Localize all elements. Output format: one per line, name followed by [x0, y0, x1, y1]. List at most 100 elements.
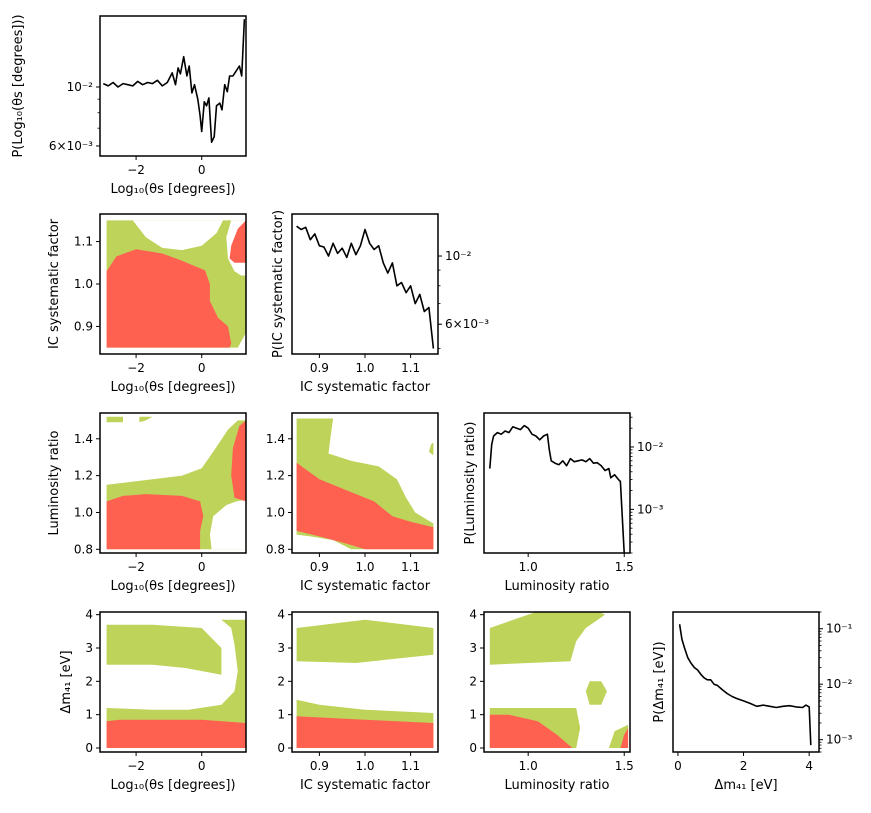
x-tick-label: −2: [127, 361, 145, 375]
x-tick-label: 1.0: [519, 560, 538, 574]
x-tick-label: 4: [805, 759, 813, 773]
y-tick-label: 0.8: [74, 542, 93, 556]
y-tick-label: 4: [469, 608, 477, 622]
y-tick-label: 1.1: [74, 235, 93, 249]
contour-region-none: [132, 220, 223, 251]
x-axis-title: Luminosity ratio: [504, 579, 609, 594]
x-tick-label: 0: [198, 361, 206, 375]
x-tick-label: 1.1: [401, 759, 420, 773]
x-axis-title: Log₁₀(θs [degrees]): [110, 579, 235, 594]
y-tick-label: 1: [277, 708, 285, 722]
y-tick-label: 10⁻²: [445, 249, 472, 263]
marginal-curve: [296, 225, 435, 349]
panel-frame: [483, 412, 631, 554]
x-axis-title: IC systematic factor: [300, 778, 431, 793]
marginal-y-title: P(Luminosity ratio): [463, 422, 478, 545]
y-axis-title: Luminosity ratio: [47, 430, 62, 535]
y-tick-label: 6×10⁻³: [445, 317, 489, 331]
marginal-y-title: P(Δm₄₁ [eV]): [652, 641, 667, 722]
contour-region-none: [237, 332, 246, 348]
y-tick-label: 2: [469, 674, 477, 688]
contour-region-2sigma: [106, 624, 222, 675]
contour-region-1sigma: [620, 728, 629, 748]
y-tick-label: 1.4: [266, 432, 285, 446]
y-tick-label: 0.9: [74, 319, 93, 333]
marginal-curve: [678, 624, 812, 746]
panel-frame: [483, 611, 631, 753]
y-tick-label: 1.2: [74, 469, 93, 483]
x-tick-label: 1.5: [615, 759, 634, 773]
x-tick-label: 1.5: [615, 560, 634, 574]
marginal-panel-ic: 10⁻² 6×10⁻³ 0.9 1.0 1.1 IC systematic factor P…: [271, 210, 489, 395]
contour-panel-theta-vs-lum: 0.8 1.0 1.2 1.4 Luminosity ratio −2 0 Log₁₀(θs …: [47, 412, 247, 594]
y-tick-label: 6×10⁻³: [49, 139, 93, 153]
x-tick-label: 1.0: [519, 759, 538, 773]
contour-panel-ic-vs-dm41: 0 1 2 3 4 0.9 1.0 1.1 IC systematic factor: [277, 608, 439, 793]
x-axis-title: IC systematic factor: [300, 380, 431, 395]
y-tick-label: 10⁻³: [637, 502, 664, 516]
contour-region-none: [209, 499, 246, 550]
y-tick-label: 0: [469, 741, 477, 755]
contour-region-1sigma: [296, 462, 434, 550]
y-tick-label: 1.0: [74, 277, 93, 291]
contour-region-2sigma: [585, 681, 607, 705]
y-tick-label: 1.0: [266, 505, 285, 519]
y-tick-label: 10⁻²: [826, 677, 853, 691]
x-tick-label: 1.1: [401, 560, 420, 574]
y-tick-label: 2: [277, 674, 285, 688]
contour-region-1sigma: [106, 494, 204, 550]
x-tick-label: 0.9: [310, 361, 329, 375]
y-tick-label: 1.2: [266, 469, 285, 483]
y-tick-label: 4: [277, 608, 285, 622]
y-tick-label: 3: [469, 641, 477, 655]
x-tick-label: 0: [198, 163, 206, 177]
contour-panel-theta-vs-ic: 0.9 1.0 1.1 IC systematic factor −2 0 Log₁₀(θs…: [47, 213, 247, 395]
contour-region-2sigma: [296, 619, 434, 663]
contour-region-1sigma: [106, 719, 246, 748]
contour-region-1sigma: [231, 420, 246, 502]
marginal-y-title: P(Log₁₀(θs [degrees])): [11, 14, 26, 157]
x-tick-label: 0.9: [310, 560, 329, 574]
x-tick-label: 0: [198, 560, 206, 574]
y-tick-label: 4: [85, 608, 93, 622]
marginal-curve: [102, 19, 246, 143]
y-tick-label: 3: [277, 641, 285, 655]
y-tick-label: 0.8: [266, 542, 285, 556]
panel-frame: [99, 15, 247, 157]
x-axis-title: IC systematic factor: [300, 579, 431, 594]
y-tick-label: 2: [85, 674, 93, 688]
x-tick-label: −2: [127, 759, 145, 773]
y-axis-title: Δm₄₁ [eV]: [59, 650, 74, 713]
y-tick-label: 10⁻³: [826, 733, 853, 747]
y-tick-label: 10⁻²: [67, 80, 94, 94]
contour-region-1sigma: [106, 249, 232, 348]
marginal-panel-theta: 10⁻² 6×10⁻³ −2 0 Log₁₀(θs [degrees]) P(Log₁₀(…: [11, 14, 247, 197]
x-tick-label: −2: [127, 163, 145, 177]
x-tick-label: 0.9: [310, 759, 329, 773]
y-tick-label: 1.0: [74, 505, 93, 519]
x-tick-label: 0: [198, 759, 206, 773]
panel-frame: [99, 611, 247, 753]
x-tick-label: 0: [674, 759, 682, 773]
contour-region-2sigma: [489, 612, 605, 665]
contour-region-2sigma: [139, 416, 153, 423]
y-axis-title: IC systematic factor: [47, 218, 62, 349]
marginal-y-title: P(IC systematic factor): [271, 210, 286, 358]
marginal-curve: [489, 424, 625, 554]
contour-panel-ic-vs-lum: 0.8 1.0 1.2 1.4 0.9 1.0 1.1 IC systematic facto…: [266, 412, 439, 594]
y-tick-label: 10⁻¹: [826, 622, 853, 636]
marginal-panel-lum: 10⁻² 10⁻³ 1.0 1.5 Luminosity ratio P(Luminosi…: [463, 412, 664, 594]
contour-region-2sigma: [106, 416, 123, 423]
x-tick-label: 1.0: [355, 759, 374, 773]
x-tick-label: −2: [127, 560, 145, 574]
contour-region-1sigma: [296, 716, 434, 748]
y-tick-label: 0: [85, 741, 93, 755]
contour-panel-lum-vs-dm41: 0 1 2 3 4 1.0 1.5 Luminosity ratio: [469, 608, 633, 793]
x-axis-title: Log₁₀(θs [degrees]): [110, 778, 235, 793]
x-axis-title: Log₁₀(θs [degrees]): [110, 182, 235, 197]
marginal-panel-dm41: 10⁻¹ 10⁻² 10⁻³ 0 2 4 Δm₄₁ [eV] P(Δm₄₁ [eV]): [652, 611, 853, 793]
y-tick-label: 1: [85, 708, 93, 722]
x-tick-label: 1.0: [355, 361, 374, 375]
contour-region-1sigma: [229, 220, 246, 263]
